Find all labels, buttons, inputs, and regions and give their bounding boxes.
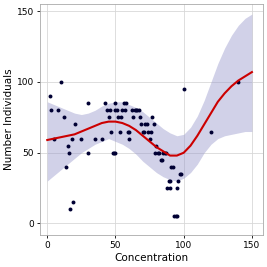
Point	[112, 151, 116, 155]
Point	[123, 108, 127, 112]
Point	[113, 108, 118, 112]
Point	[56, 108, 60, 112]
Point	[116, 115, 120, 120]
Point	[134, 108, 138, 112]
Point	[108, 108, 112, 112]
Point	[70, 136, 74, 141]
X-axis label: Concentration: Concentration	[115, 253, 189, 263]
Point	[72, 122, 77, 127]
Point	[130, 108, 134, 112]
Point	[93, 136, 97, 141]
Point	[165, 186, 170, 190]
Point	[145, 122, 149, 127]
Point	[146, 129, 150, 134]
Point	[139, 122, 144, 127]
Point	[182, 87, 186, 91]
Point	[176, 179, 180, 183]
Point	[150, 115, 154, 120]
Point	[135, 108, 139, 112]
Point	[119, 115, 123, 120]
Point	[152, 122, 156, 127]
Point	[173, 214, 178, 219]
Point	[111, 151, 115, 155]
Point	[168, 186, 172, 190]
Point	[167, 179, 171, 183]
Point	[164, 151, 168, 155]
Point	[52, 136, 56, 141]
Point	[178, 172, 182, 176]
Point	[79, 136, 84, 141]
Point	[175, 214, 179, 219]
Point	[168, 179, 172, 183]
Point	[121, 101, 126, 105]
Point	[171, 165, 175, 169]
Point	[162, 151, 167, 155]
Point	[113, 151, 118, 155]
Point	[161, 151, 165, 155]
Point	[138, 115, 142, 120]
Point	[136, 108, 141, 112]
Point	[154, 144, 159, 148]
Point	[153, 151, 157, 155]
Point	[141, 129, 145, 134]
Point	[132, 108, 137, 112]
Point	[103, 101, 107, 105]
Point	[117, 129, 122, 134]
Point	[156, 151, 160, 155]
Point	[127, 136, 131, 141]
Point	[147, 136, 152, 141]
Point	[49, 108, 53, 112]
Point	[131, 115, 135, 120]
Point	[86, 101, 90, 105]
Point	[143, 122, 148, 127]
Point	[48, 94, 52, 98]
Point	[126, 129, 130, 134]
Point	[115, 108, 119, 112]
Point	[68, 207, 73, 211]
Point	[100, 136, 104, 141]
Point	[209, 129, 213, 134]
Point	[124, 101, 128, 105]
Point	[120, 108, 124, 112]
Point	[67, 151, 71, 155]
Point	[179, 172, 183, 176]
Point	[107, 115, 111, 120]
Y-axis label: Number Individuals: Number Individuals	[4, 69, 14, 170]
Point	[160, 158, 164, 162]
Point	[109, 129, 113, 134]
Point	[59, 80, 63, 84]
Point	[142, 129, 146, 134]
Point	[61, 115, 66, 120]
Point	[113, 101, 118, 105]
Point	[105, 108, 109, 112]
Point	[86, 151, 90, 155]
Point	[172, 214, 176, 219]
Point	[66, 144, 70, 148]
Point	[169, 165, 174, 169]
Point	[175, 186, 179, 190]
Point	[127, 129, 131, 134]
Point	[157, 151, 161, 155]
Point	[149, 129, 153, 134]
Point	[64, 165, 69, 169]
Point	[236, 80, 240, 84]
Point	[158, 158, 163, 162]
Point	[71, 200, 75, 205]
